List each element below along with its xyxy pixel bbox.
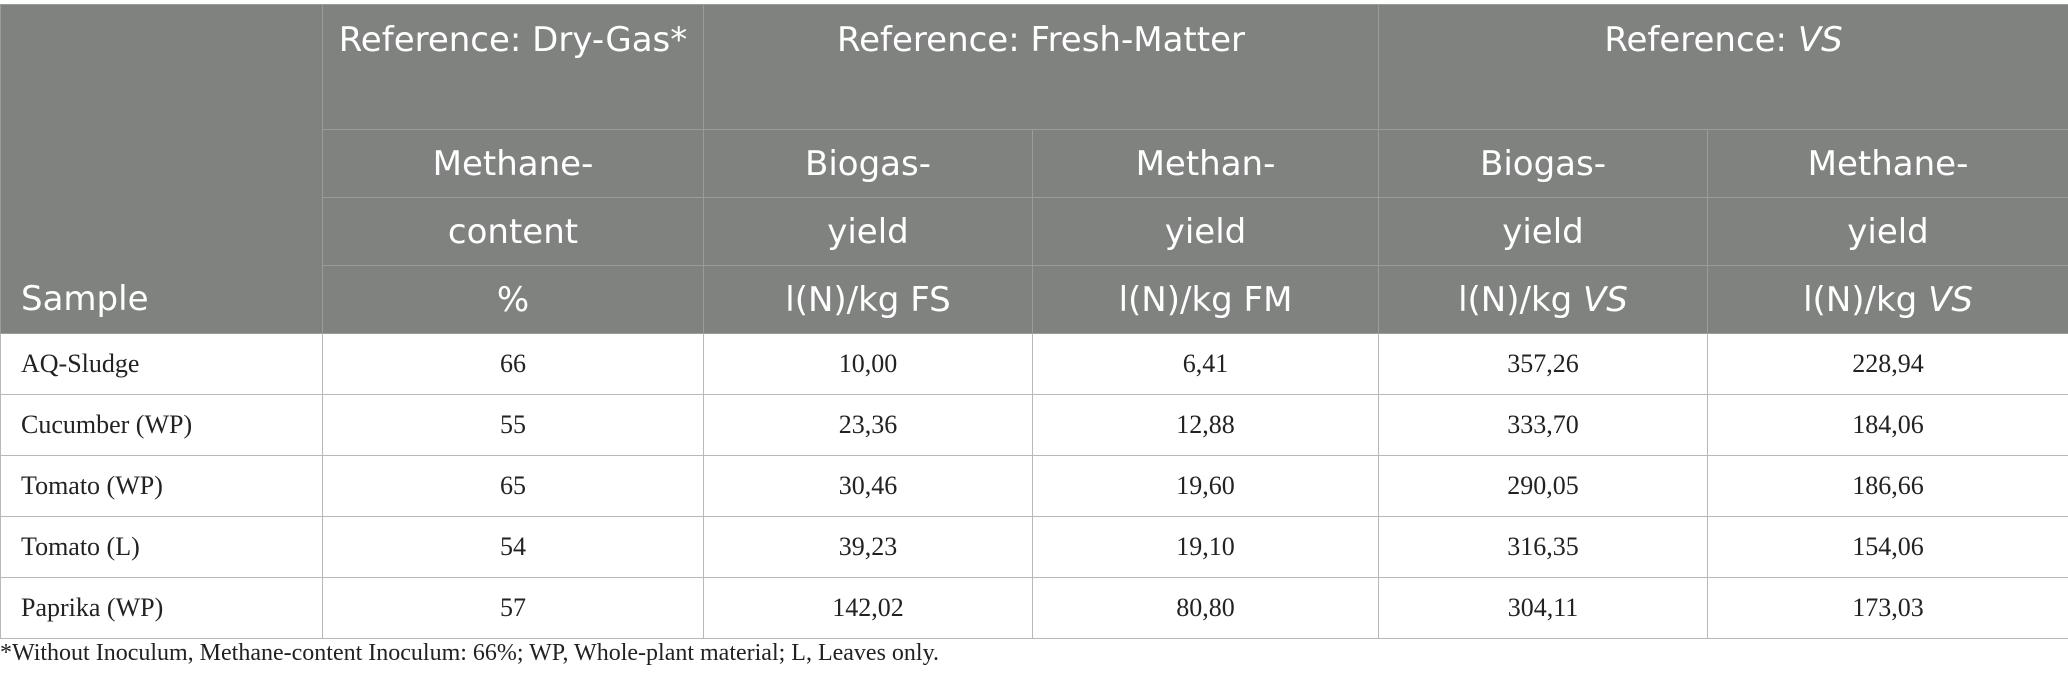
header-methane-content-l2: content <box>322 197 704 266</box>
table-row: Tomato (L) 54 39,23 19,10 316,35 154,06 <box>0 516 2068 578</box>
table-body: AQ-Sludge 66 10,00 6,41 357,26 228,94 Cu… <box>0 333 2068 639</box>
table-row: Cucumber (WP) 55 23,36 12,88 333,70 184,… <box>0 394 2068 456</box>
biogas-yield-fm-cell: 39,23 <box>703 516 1033 578</box>
biogas-yield-fm-cell: 142,02 <box>703 577 1033 639</box>
biogas-yield-vs-cell: 304,11 <box>1378 577 1708 639</box>
methane-content-cell: 57 <box>322 577 704 639</box>
biogas-yield-vs-cell: 290,05 <box>1378 455 1708 517</box>
sample-name: Tomato (L) <box>0 516 323 578</box>
biogas-yield-fm-cell: 30,46 <box>703 455 1033 517</box>
unit-biogas-vs: l(N)/kg VS <box>1378 265 1708 334</box>
methane-content-cell: 65 <box>322 455 704 517</box>
sample-name: Cucumber (WP) <box>0 394 323 456</box>
methan-yield-fm-cell: 80,80 <box>1032 577 1379 639</box>
header-row-measure-line2: content yield yield yield yield <box>1 197 2068 266</box>
header-biogas-yield-vs-l2: yield <box>1378 197 1708 266</box>
biogas-yield-vs-cell: 357,26 <box>1378 333 1708 395</box>
header-row-units: Sample % l(N)/kg FS l(N)/kg FM l(N)/kg V… <box>0 265 2068 334</box>
table-container: Reference: Dry-Gas* Reference: Fresh-Mat… <box>0 4 2068 639</box>
header-methan-yield-fm-l2: yield <box>1032 197 1379 266</box>
methane-content-cell: 55 <box>322 394 704 456</box>
sample-name: Paprika (WP) <box>0 577 323 639</box>
sample-name: Tomato (WP) <box>0 455 323 517</box>
header-group-fresh-matter: Reference: Fresh-Matter <box>703 4 1379 130</box>
biogas-yield-vs-cell: 316,35 <box>1378 516 1708 578</box>
methane-yield-vs-cell: 154,06 <box>1706 516 2068 578</box>
header-methane-content-l1: Methane- <box>322 129 704 198</box>
unit-methan-fm: l(N)/kg FM <box>1032 265 1379 334</box>
biogas-yield-vs-cell: 333,70 <box>1378 394 1708 456</box>
methane-yield-vs-cell: 228,94 <box>1706 333 2068 395</box>
header-group-vs-italic: VS <box>1797 20 1843 60</box>
table-footnote: *Without Inoculum, Methane-content Inocu… <box>0 640 940 666</box>
methane-yield-vs-cell: 186,66 <box>1706 455 2068 517</box>
header-group-vs: Reference: VS <box>1377 4 2068 130</box>
table-row: Paprika (WP) 57 142,02 80,80 304,11 173,… <box>0 577 2068 639</box>
methan-yield-fm-cell: 6,41 <box>1032 333 1379 395</box>
table-row: AQ-Sludge 66 10,00 6,41 357,26 228,94 <box>0 333 2068 395</box>
methane-content-cell: 66 <box>322 333 704 395</box>
methan-yield-fm-cell: 12,88 <box>1032 394 1379 456</box>
header-sample: Sample <box>0 265 323 334</box>
header-methane-yield-vs-l1: Methane- <box>1706 129 2068 198</box>
methane-yield-vs-cell: 184,06 <box>1706 394 2068 456</box>
biogas-yield-table: Reference: Dry-Gas* Reference: Fresh-Mat… <box>0 4 2068 639</box>
biogas-yield-fm-cell: 10,00 <box>703 333 1033 395</box>
unit-biogas-vs-prefix: l(N)/kg <box>1458 279 1584 320</box>
methan-yield-fm-cell: 19,10 <box>1032 516 1379 578</box>
unit-percent: % <box>322 265 704 334</box>
header-biogas-yield-vs-l1: Biogas- <box>1378 129 1708 198</box>
methane-content-cell: 54 <box>322 516 704 578</box>
header-biogas-yield-fm-l2: yield <box>703 197 1033 266</box>
unit-methane-vs: l(N)/kg VS <box>1706 265 2068 334</box>
header-methane-yield-vs-l2: yield <box>1706 197 2068 266</box>
table-row: Tomato (WP) 65 30,46 19,60 290,05 186,66 <box>0 455 2068 517</box>
header-group-dry-gas: Reference: Dry-Gas* <box>322 4 704 130</box>
unit-methane-vs-prefix: l(N)/kg <box>1803 279 1929 320</box>
header-row-groups: Reference: Dry-Gas* Reference: Fresh-Mat… <box>0 4 2068 266</box>
unit-biogas-vs-italic: VS <box>1583 279 1628 320</box>
methane-yield-vs-cell: 173,03 <box>1706 577 2068 639</box>
header-row-measure-line1: Methane- Biogas- Methan- Biogas- Methane… <box>1 129 2068 198</box>
header-corner <box>0 4 323 266</box>
header-biogas-yield-fm-l1: Biogas- <box>703 129 1033 198</box>
header-group-vs-prefix: Reference: <box>1604 20 1798 60</box>
sample-name: AQ-Sludge <box>0 333 323 395</box>
header-methan-yield-fm-l1: Methan- <box>1032 129 1379 198</box>
unit-methane-vs-italic: VS <box>1928 279 1973 320</box>
biogas-yield-fm-cell: 23,36 <box>703 394 1033 456</box>
table-header: Reference: Dry-Gas* Reference: Fresh-Mat… <box>0 4 2068 334</box>
unit-biogas-fs: l(N)/kg FS <box>703 265 1033 334</box>
methan-yield-fm-cell: 19,60 <box>1032 455 1379 517</box>
